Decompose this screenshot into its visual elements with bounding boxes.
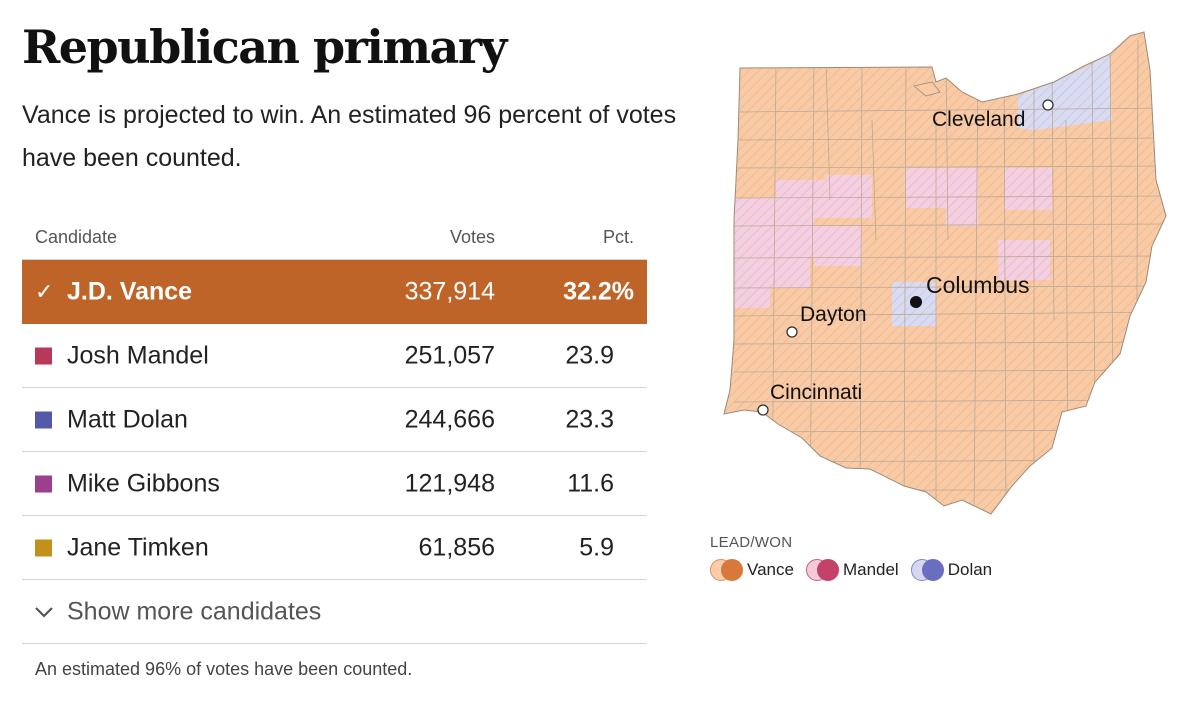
city-label-dayton: Dayton (800, 303, 867, 326)
mandel-county (776, 180, 826, 218)
legend-label: Mandel (842, 560, 899, 579)
mandel-county (770, 218, 814, 258)
race-summary: Vance is projected to win. An estimated … (22, 101, 677, 172)
mandel-county (1004, 168, 1052, 210)
candidate-color-swatch (35, 475, 52, 492)
candidate-color-swatch (35, 347, 52, 364)
column-pct: Pct. (602, 227, 634, 247)
mandel-county (770, 258, 810, 288)
legend-item-dolan: Dolan (910, 558, 993, 582)
show-more-label: Show more candidates (67, 597, 322, 625)
column-candidate: Candidate (35, 227, 118, 247)
candidate-votes: 61,856 (418, 533, 495, 561)
candidate-name: Matt Dolan (67, 405, 188, 433)
columbus-marker (910, 296, 922, 308)
legend-label: Dolan (947, 560, 993, 579)
cincinnati-marker (757, 404, 769, 416)
legend-swatch-icon (710, 558, 744, 582)
candidate-votes: 244,666 (404, 405, 495, 433)
city-label-cleveland: Cleveland (932, 108, 1026, 131)
mandel-county (734, 236, 770, 308)
candidate-row-dolan: Matt Dolan 244,666 23.3 (22, 388, 647, 452)
candidate-row-vance: ✓ J.D. Vance 337,914 32.2% (22, 260, 647, 324)
mandel-county (998, 240, 1050, 280)
legend-label: Vance (747, 560, 794, 579)
show-more-candidates-button[interactable]: Show more candidates (22, 580, 647, 644)
legend-swatch-icon (805, 558, 840, 582)
legend-title: LEAD/WON (710, 534, 793, 551)
candidate-name: J.D. Vance (67, 277, 193, 306)
candidate-row-timken: Jane Timken 61,856 5.9 (22, 516, 647, 580)
table-header: Candidate Votes Pct. (22, 222, 647, 260)
candidate-row-mandel: Josh Mandel 251,057 23.9 (22, 324, 647, 388)
candidate-name: Josh Mandel (67, 341, 209, 369)
candidate-color-swatch (35, 411, 52, 428)
candidate-row-gibbons: Mike Gibbons 121,948 11.6 (22, 452, 647, 516)
cleveland-marker (1042, 99, 1054, 111)
legend-item-vance: Vance (710, 558, 794, 582)
checkmark-icon: ✓ (35, 279, 54, 304)
ohio-county-map (700, 20, 1180, 530)
candidate-votes: 251,057 (404, 341, 495, 369)
candidate-color-swatch (35, 539, 52, 556)
dolan-counties-cleveland (1018, 54, 1112, 130)
candidate-votes: 121,948 (404, 469, 495, 497)
dayton-marker (786, 326, 798, 338)
ohio-map-svg (723, 31, 1167, 515)
mandel-county (734, 198, 776, 236)
page-title: Republican primary (22, 20, 507, 74)
column-votes: Votes (449, 227, 495, 247)
votes-counted-note: An estimated 96% of votes have been coun… (35, 659, 413, 679)
results-table: Candidate Votes Pct. ✓ J.D. Vance 337,91… (22, 222, 647, 644)
candidate-pct: 32.2% (563, 277, 634, 306)
mandel-county (814, 226, 862, 266)
city-label-columbus: Columbus (926, 272, 1030, 298)
mandel-county (906, 168, 946, 208)
candidate-pct: 23.3 (565, 405, 614, 433)
legend-swatch-icon (910, 558, 945, 582)
candidate-pct: 23.9 (565, 341, 614, 369)
legend-item-mandel: Mandel (805, 558, 899, 582)
mandel-county (826, 175, 872, 218)
candidate-pct: 5.9 (579, 533, 614, 561)
city-label-cincinnati: Cincinnati (770, 381, 863, 404)
candidate-name: Jane Timken (67, 533, 209, 561)
map-legend: Vance Mandel Dolan (710, 557, 1004, 583)
candidate-votes: 337,914 (404, 277, 495, 306)
lake-erie-island (913, 81, 941, 97)
chevron-down-icon (35, 606, 53, 618)
candidate-pct: 11.6 (567, 469, 614, 497)
candidate-name: Mike Gibbons (67, 469, 220, 497)
